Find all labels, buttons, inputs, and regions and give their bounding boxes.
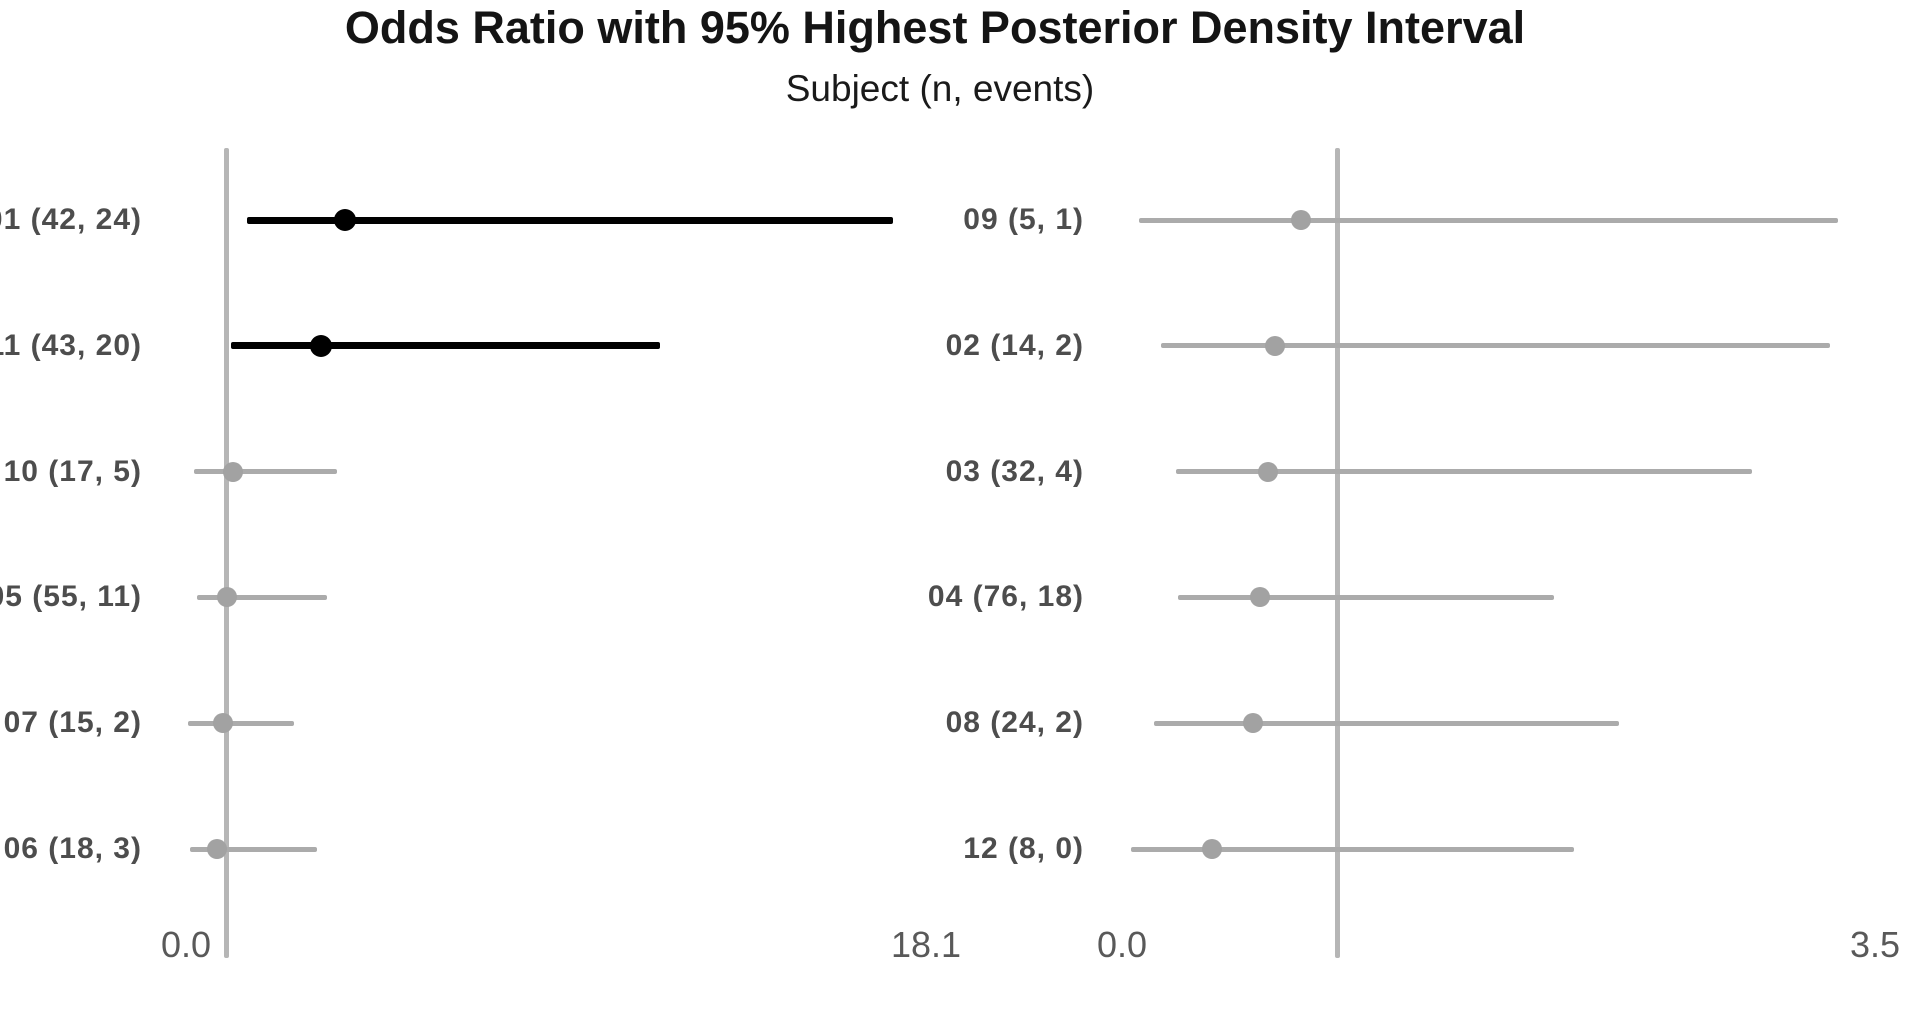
hpd-interval [197, 594, 328, 600]
odds-ratio-point [1202, 839, 1223, 859]
row-label: 08 (24, 2) [945, 706, 1084, 740]
axis-tick-label: 3.5 [1849, 924, 1901, 965]
hpd-interval [1160, 343, 1830, 349]
row-label: 09 (5, 1) [963, 203, 1084, 236]
axis-tick-label: 0.0 [1096, 924, 1148, 965]
row-label: 02 (14, 2) [945, 328, 1084, 362]
row-label: 07 (15, 2) [3, 706, 142, 740]
odds-ratio-point [1290, 210, 1311, 230]
hpd-interval [1139, 217, 1839, 223]
row-label: 06 (18, 3) [3, 832, 142, 865]
odds-ratio-point [1249, 587, 1270, 608]
odds-ratio-point [223, 461, 244, 482]
hpd-interval [1177, 594, 1555, 600]
hpd-interval [1175, 469, 1753, 475]
hpd-interval [247, 216, 894, 224]
hpd-interval [1154, 720, 1619, 726]
odds-ratio-point [216, 587, 237, 608]
row-label: 04 (76, 18) [927, 580, 1084, 614]
odds-ratio-point [309, 334, 332, 357]
hpd-interval [230, 342, 661, 350]
axis-tick-label: 18.1 [890, 924, 962, 965]
axis-tick-label: 0.0 [160, 924, 212, 965]
row-label: 03 (32, 4) [945, 454, 1084, 488]
row-label: 01 (42, 24) [0, 203, 142, 236]
hpd-interval [190, 846, 317, 852]
hpd-interval [1130, 846, 1574, 852]
odds-ratio-point [1243, 713, 1264, 734]
row-label: 05 (55, 11) [0, 580, 142, 614]
chart-subtitle: Subject (n, events) [785, 68, 1095, 109]
reference-line [224, 148, 230, 958]
row-label: 12 (8, 0) [963, 832, 1084, 865]
row-label: 11 (43, 20) [0, 328, 142, 362]
odds-ratio-point [206, 839, 227, 859]
odds-ratio-point [212, 713, 233, 734]
odds-ratio-point [1264, 335, 1285, 356]
chart-title: Odds Ratio with 95% Highest Posterior De… [344, 2, 1526, 53]
odds-ratio-point [1258, 461, 1279, 482]
row-label: 10 (17, 5) [3, 454, 142, 488]
reference-line [1334, 148, 1340, 958]
hpd-interval [194, 469, 338, 475]
hpd-interval [188, 720, 295, 726]
odds-ratio-point [334, 209, 357, 231]
